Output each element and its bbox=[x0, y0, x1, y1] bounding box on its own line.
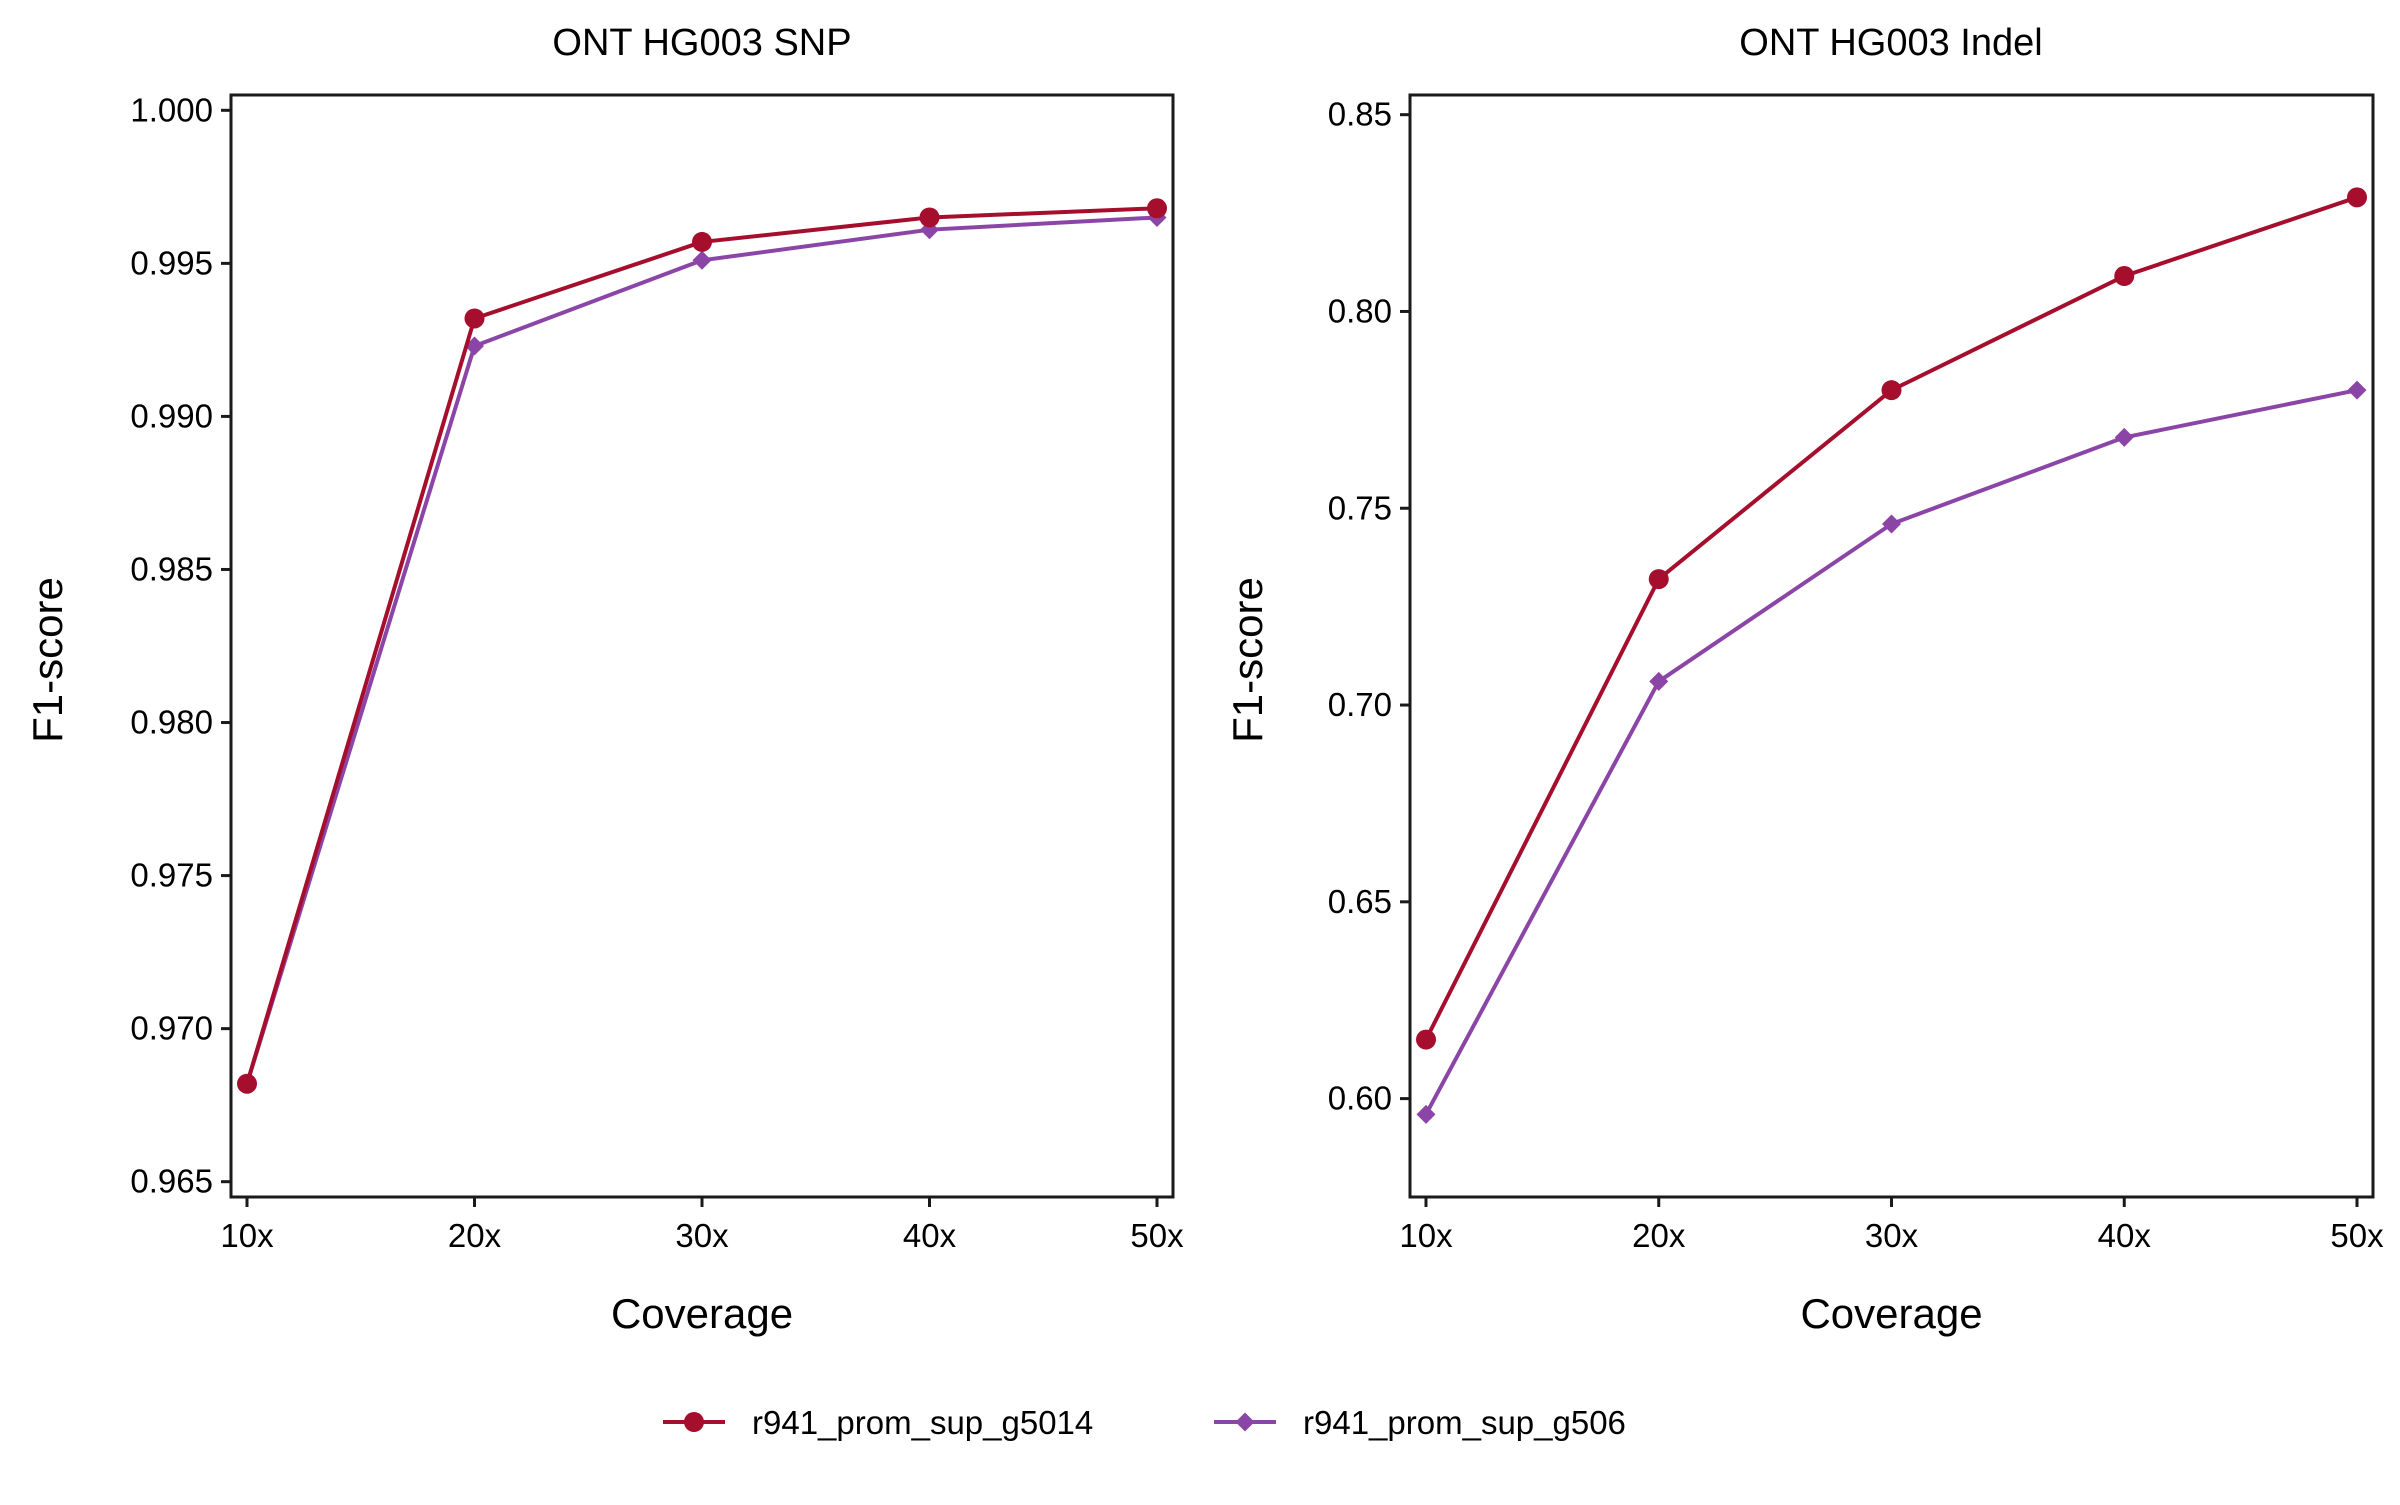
chart-panel-1: ONT HG003 SNP 0.965 0.970 0.975 0.980 0.985 0.… bbox=[24, 22, 1184, 1337]
y-tick-label: 0.75 bbox=[1328, 489, 1392, 526]
x-tick-label: 50x bbox=[2330, 1217, 2384, 1254]
legend-label: r941_prom_sup_g506 bbox=[1303, 1404, 1626, 1441]
data-point bbox=[2114, 266, 2135, 287]
chart-panel-2: ONT HG003 Indel 0.60 0.65 0.70 0.75 0.80 0.85 1… bbox=[1224, 22, 2384, 1337]
data-point bbox=[1649, 671, 1669, 691]
data-point bbox=[1881, 380, 1902, 401]
data-point bbox=[1147, 198, 1167, 219]
y-tick-label: 0.995 bbox=[130, 244, 213, 281]
data-point bbox=[237, 1073, 257, 1094]
legend: r941_prom_sup_g5014 r941_prom_sup_g506 bbox=[663, 1404, 1626, 1441]
y-tick-label: 0.975 bbox=[130, 857, 213, 894]
series-1 bbox=[237, 198, 1167, 1094]
series-line bbox=[245, 215, 1158, 1085]
y-axis-title: F1-score bbox=[24, 577, 71, 743]
y-axis-title: F1-score bbox=[1224, 577, 1271, 743]
x-tick-label: 20x bbox=[448, 1217, 502, 1254]
y-tick-label: 0.990 bbox=[130, 397, 213, 434]
data-point bbox=[692, 231, 712, 252]
data-point bbox=[919, 207, 940, 228]
y-tick-label: 1.000 bbox=[130, 91, 213, 128]
x-axis-title: Coverage bbox=[611, 1290, 793, 1337]
chart-title: ONT HG003 SNP bbox=[552, 22, 851, 64]
x-tick-label: 50x bbox=[1130, 1217, 1184, 1254]
legend-item: r941_prom_sup_g5014 bbox=[663, 1404, 1093, 1441]
y-tick-label: 0.65 bbox=[1328, 883, 1392, 920]
data-point bbox=[692, 250, 712, 270]
y-tick-label: 0.985 bbox=[130, 550, 213, 587]
x-tick-label: 40x bbox=[2098, 1217, 2152, 1254]
data-point bbox=[464, 308, 485, 329]
legend-label: r941_prom_sup_g5014 bbox=[752, 1404, 1093, 1441]
y-tick-label: 0.980 bbox=[130, 704, 213, 741]
data-point bbox=[1416, 1104, 1436, 1124]
x-tick-label: 20x bbox=[1632, 1217, 1686, 1254]
x-tick-label: 30x bbox=[675, 1217, 729, 1254]
series-line bbox=[1424, 388, 2358, 1116]
x-tick-label: 40x bbox=[903, 1217, 957, 1254]
data-point bbox=[1416, 1029, 1436, 1050]
series-2 bbox=[1416, 380, 2367, 1124]
y-tick-label: 0.970 bbox=[130, 1010, 213, 1047]
data-point bbox=[2347, 187, 2367, 208]
data-point bbox=[2347, 380, 2367, 400]
x-axis-title: Coverage bbox=[1800, 1290, 1982, 1337]
y-tick-label: 0.70 bbox=[1328, 686, 1392, 723]
data-point bbox=[2114, 427, 2134, 447]
x-tick-label: 30x bbox=[1865, 1217, 1919, 1254]
legend-item: r941_prom_sup_g506 bbox=[1214, 1404, 1626, 1441]
data-point bbox=[1648, 569, 1669, 590]
y-tick-label: 0.80 bbox=[1328, 292, 1392, 329]
legend-circle-marker bbox=[684, 1412, 704, 1432]
x-tick-label: 10x bbox=[1399, 1217, 1453, 1254]
x-tick-label: 10x bbox=[220, 1217, 274, 1254]
series-line bbox=[1424, 195, 2358, 1041]
plot-frame bbox=[1408, 93, 2375, 1199]
legend-diamond-marker bbox=[1235, 1412, 1255, 1432]
y-tick-label: 0.965 bbox=[130, 1163, 213, 1200]
y-tick-label: 0.85 bbox=[1328, 96, 1392, 133]
chart-title: ONT HG003 Indel bbox=[1739, 22, 2042, 64]
data-point bbox=[1882, 514, 1901, 534]
series-1 bbox=[1416, 187, 2367, 1050]
y-tick-label: 0.60 bbox=[1328, 1080, 1392, 1117]
